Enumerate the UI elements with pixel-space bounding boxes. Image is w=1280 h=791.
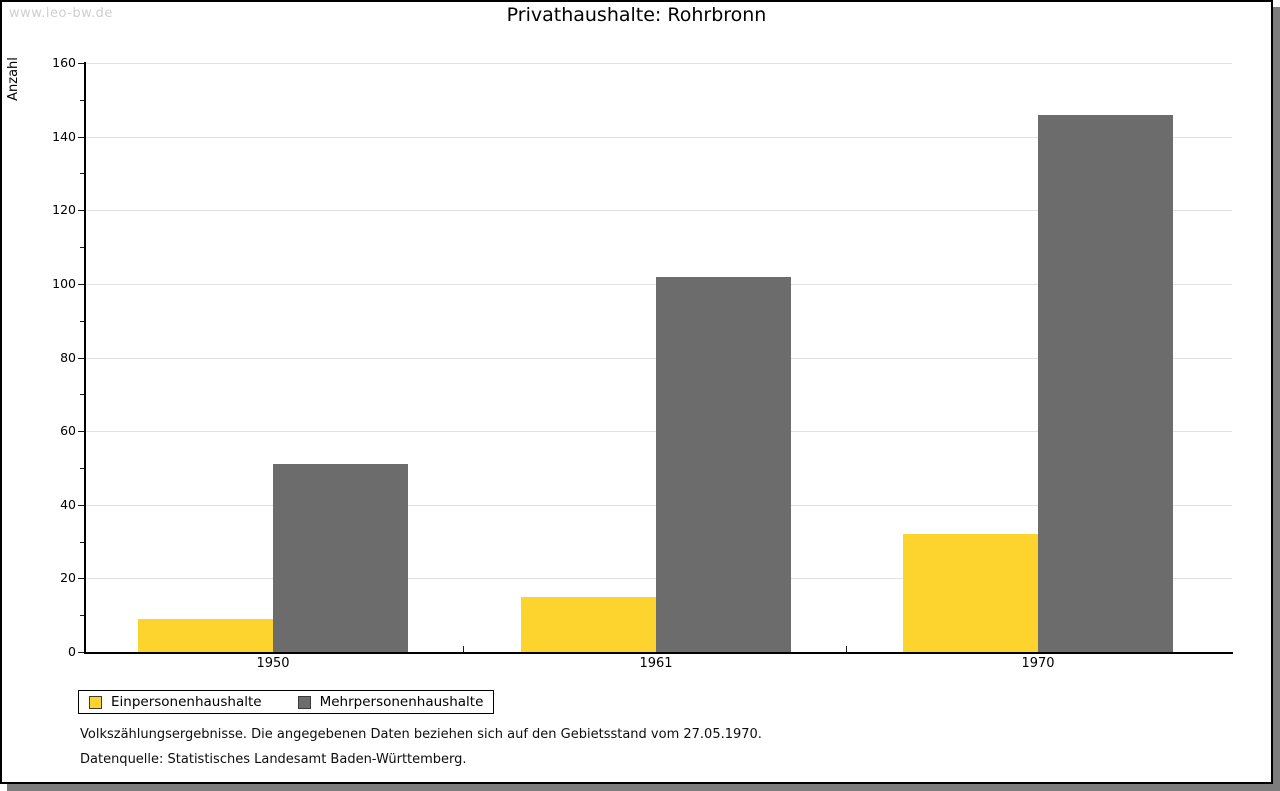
legend-entry: Einpersonenhaushalte (89, 694, 262, 710)
footnote-data-source: Datenquelle: Statistisches Landesamt Bad… (80, 752, 467, 767)
y-axis-line (84, 62, 86, 653)
legend-swatch-icon (297, 695, 311, 709)
y-axis-minor-tick (80, 542, 85, 543)
y-axis-tick-label: 20 (60, 570, 76, 585)
y-axis-tick-label: 120 (52, 202, 76, 217)
bar-einpersonenhaushalte-1961 (521, 597, 656, 652)
y-axis-minor-tick (80, 247, 85, 248)
gridline (85, 63, 1232, 64)
bar-einpersonenhaushalte-1950 (138, 619, 273, 652)
y-axis-minor-tick (80, 321, 85, 322)
legend: Einpersonenhaushalte Mehrpersonenhaushalt… (78, 690, 495, 714)
y-axis-minor-tick (80, 468, 85, 469)
y-axis-tick-label: 140 (52, 129, 76, 144)
y-axis-tick-label: 60 (60, 423, 76, 438)
x-axis-tick-label: 1970 (1021, 656, 1055, 671)
y-axis-major-tick (78, 210, 85, 211)
gridline (85, 210, 1232, 211)
legend-entry: Mehrpersonenhaushalte (297, 694, 484, 710)
bar-mehrpersonenhaushalte-1950 (273, 464, 408, 652)
watermark: www.leo-bw.de (9, 6, 113, 21)
footnote-source-note: Volkszählungsergebnisse. Die angegebenen… (80, 727, 762, 742)
y-axis-major-tick (78, 505, 85, 506)
y-axis-minor-tick (80, 100, 85, 101)
y-axis-major-tick (78, 137, 85, 138)
y-axis-major-tick (78, 63, 85, 64)
legend-swatch-icon (89, 695, 102, 709)
y-axis-tick-label: 0 (68, 644, 76, 659)
x-axis-tick-label: 1950 (256, 656, 290, 671)
bar-mehrpersonenhaushalte-1961 (656, 277, 791, 652)
y-axis-minor-tick (80, 615, 85, 616)
bar-einpersonenhaushalte-1970 (903, 534, 1038, 652)
x-axis-boundary-tick (846, 646, 847, 652)
x-axis-boundary-tick (463, 646, 464, 652)
y-axis-tick-label: 80 (60, 350, 76, 365)
y-axis-major-tick (78, 284, 85, 285)
legend-label: Mehrpersonenhaushalte (319, 694, 484, 710)
legend-label: Einpersonenhaushalte (111, 694, 262, 710)
y-axis-tick-label: 40 (60, 497, 76, 512)
y-axis-major-tick (78, 431, 85, 432)
y-axis-tick-label: 160 (52, 55, 76, 70)
chart-title: Privathaushalte: Rohrbronn (506, 4, 767, 26)
y-axis-tick-label: 100 (52, 276, 76, 291)
y-axis-major-tick (78, 358, 85, 359)
y-axis-major-tick (78, 652, 85, 653)
x-axis-line (84, 652, 1233, 654)
x-axis-tick-label: 1961 (639, 656, 673, 671)
y-axis-major-tick (78, 578, 85, 579)
y-axis-minor-tick (80, 394, 85, 395)
gridline (85, 137, 1232, 138)
y-axis-label: Anzahl (6, 57, 21, 101)
y-axis-minor-tick (80, 173, 85, 174)
bar-mehrpersonenhaushalte-1970 (1038, 115, 1173, 652)
